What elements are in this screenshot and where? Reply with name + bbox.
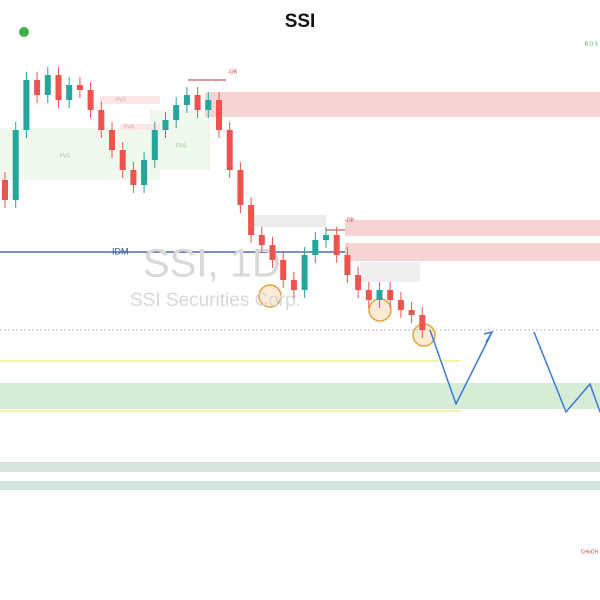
candle-body xyxy=(194,95,201,110)
candle-body xyxy=(119,150,126,170)
annotation: FVG xyxy=(116,97,126,103)
projection-path xyxy=(429,329,493,406)
annotation: -OB xyxy=(345,217,355,223)
candle-body xyxy=(365,290,372,300)
demand-zone xyxy=(0,481,600,490)
candle-body xyxy=(290,280,297,290)
annotation: FVG xyxy=(124,124,134,130)
candle-body xyxy=(12,130,19,200)
chart-title: SSI xyxy=(285,11,316,32)
highlight-circle xyxy=(258,284,282,308)
candle-body xyxy=(23,80,30,130)
candle-body xyxy=(162,120,169,130)
candle-body xyxy=(333,235,340,255)
candle-body xyxy=(397,300,404,310)
watermark-sub: SSI Securities Corp. xyxy=(130,290,301,311)
fvg-zone xyxy=(120,124,160,130)
supply-zone xyxy=(345,220,600,236)
candle-body xyxy=(237,170,244,205)
candle-body xyxy=(151,130,158,160)
annotation: -OB xyxy=(228,69,238,75)
demand-zone xyxy=(0,462,600,472)
supply-zone xyxy=(205,92,600,117)
candle-body xyxy=(387,290,394,300)
candle-body xyxy=(44,75,51,95)
annotation: CHoCH xyxy=(581,549,599,555)
candle-body xyxy=(301,255,308,290)
candle-body xyxy=(312,240,319,255)
demand-zone xyxy=(0,383,600,409)
candle-body xyxy=(419,315,426,330)
candle-body xyxy=(226,130,233,170)
candle-body xyxy=(34,80,41,95)
candle-body xyxy=(76,85,83,90)
candle-body xyxy=(269,245,276,260)
candle-body xyxy=(66,85,73,100)
annotation: FVG xyxy=(176,143,186,149)
candle-body xyxy=(323,235,329,240)
range-zone xyxy=(248,215,326,227)
demand-zone xyxy=(150,110,210,170)
candle-body xyxy=(98,110,105,130)
supply-zone xyxy=(345,243,600,261)
candle-body xyxy=(87,90,94,110)
candle-body xyxy=(109,130,115,150)
candle-body xyxy=(173,105,180,120)
candle-body xyxy=(258,235,265,245)
candle-body xyxy=(55,75,62,100)
annotation: FVG xyxy=(60,153,70,159)
watermark: SSI, 1D xyxy=(143,242,281,286)
candle-body xyxy=(355,275,362,290)
projection-arrow xyxy=(483,330,494,343)
signal-dot xyxy=(19,27,29,37)
range-zone xyxy=(360,262,420,282)
candle-body xyxy=(183,95,190,105)
candle-body xyxy=(248,205,255,235)
candle-body xyxy=(205,100,212,110)
fvg-zone xyxy=(100,96,160,104)
candle-body xyxy=(130,170,137,185)
candle-body xyxy=(344,255,351,275)
candle-body xyxy=(141,160,148,185)
candle-body xyxy=(280,260,287,280)
candle-body xyxy=(2,180,8,200)
annotation: B O S xyxy=(585,41,599,47)
projection-path xyxy=(533,331,600,414)
candle-body xyxy=(376,290,383,300)
annotation: IDM xyxy=(112,246,129,256)
candle-body xyxy=(408,310,415,315)
candle-body xyxy=(216,100,222,130)
